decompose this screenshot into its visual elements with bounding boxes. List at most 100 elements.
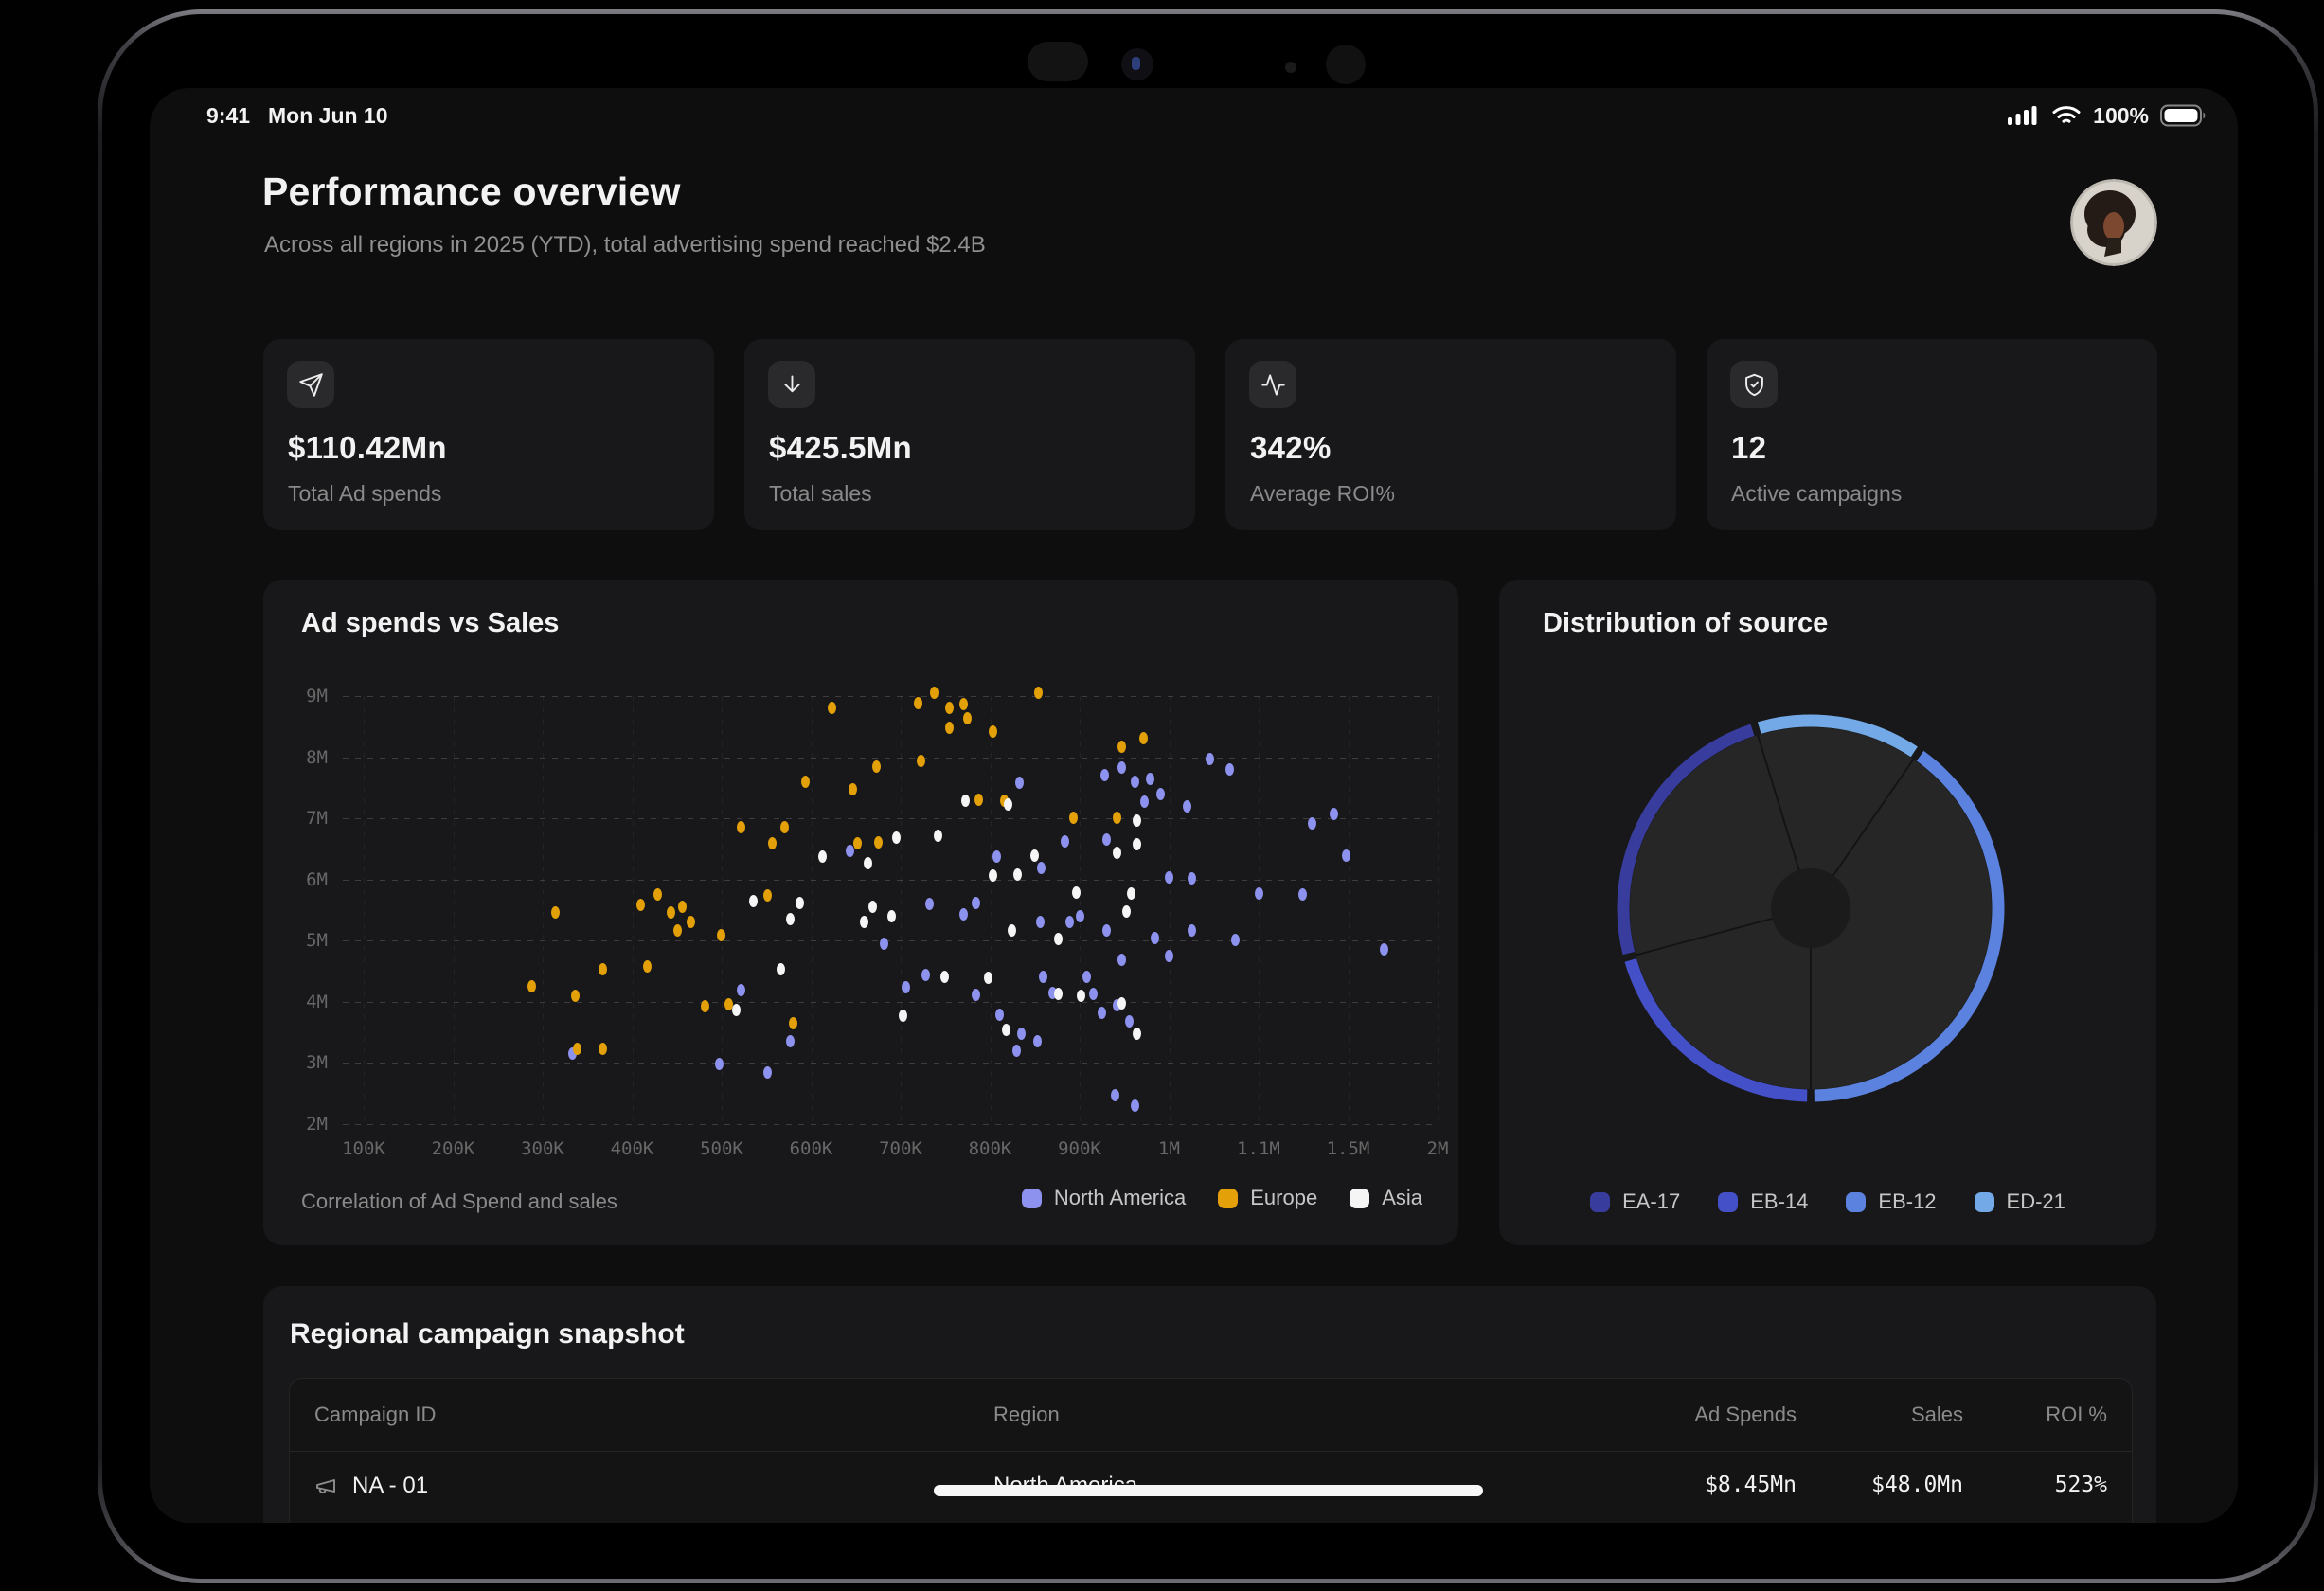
- x-axis-tick: 300K: [521, 1138, 564, 1159]
- scatter-point: [1098, 1006, 1107, 1019]
- stat-label: Total Ad spends: [288, 481, 442, 506]
- scatter-point: [818, 850, 828, 864]
- scatter-point: [1071, 886, 1081, 900]
- page-title: Performance overview: [262, 170, 681, 213]
- x-axis-tick: 200K: [431, 1138, 475, 1159]
- scatter-point: [786, 1034, 796, 1047]
- ambient-sensor-dot: [1285, 62, 1296, 73]
- gridline: [343, 1063, 1438, 1064]
- dashboard-screen: 9:41 Mon Jun 10 100%: [150, 88, 2238, 1523]
- scatter-point: [737, 984, 746, 997]
- y-axis-tick: 7M: [306, 808, 328, 829]
- home-indicator[interactable]: [934, 1485, 1483, 1496]
- scatter-point: [1182, 800, 1191, 813]
- scatter-point: [1003, 798, 1012, 812]
- scatter-point: [1329, 807, 1338, 820]
- scatter-point: [748, 894, 758, 907]
- legend-item-europe[interactable]: Europe: [1218, 1186, 1317, 1210]
- stat-value: 342%: [1250, 430, 1332, 465]
- scatter-point: [963, 711, 973, 724]
- column-header-sales: Sales: [1910, 1403, 1963, 1426]
- scatter-point: [1113, 811, 1122, 824]
- scatter-point: [779, 821, 789, 834]
- stat-card-total-sales[interactable]: $425.5Mn Total sales: [744, 339, 1195, 530]
- scatter-point: [801, 776, 811, 789]
- campaign-id-cell: NA - 01: [352, 1473, 429, 1498]
- scatter-plot-area: 9M 8M 7M 6M 5M 4M 3M 2M 100K 200K 300K 400K 500K 600K…: [263, 580, 1458, 1245]
- gridline: [1259, 696, 1260, 1124]
- scatter-point: [673, 924, 683, 938]
- scatter-point: [1053, 932, 1063, 945]
- scatter-point: [1113, 846, 1122, 859]
- scatter-point: [945, 701, 955, 714]
- scatter-point: [1013, 867, 1023, 881]
- scatter-point: [1121, 905, 1131, 919]
- scatter-point: [1131, 1099, 1140, 1113]
- scatter-point: [700, 999, 709, 1012]
- column-header-roi: ROI %: [2046, 1403, 2107, 1426]
- scatter-point: [1117, 954, 1126, 967]
- scatter-point: [871, 760, 881, 773]
- avatar[interactable]: [2070, 179, 2157, 266]
- legend-item-asia[interactable]: Asia: [1350, 1186, 1422, 1210]
- scatter-point: [1341, 849, 1350, 862]
- scatter-point: [1038, 970, 1047, 983]
- page-subtitle: Across all regions in 2025 (YTD), total …: [264, 232, 986, 258]
- scatter-point: [1308, 817, 1317, 831]
- legend-label: EB-12: [1878, 1189, 1937, 1213]
- scatter-point: [1117, 741, 1126, 754]
- scatter-point: [902, 981, 911, 994]
- scatter-point: [988, 724, 997, 738]
- stat-card-average-roi[interactable]: 342% Average ROI%: [1225, 339, 1676, 530]
- scatter-point: [880, 937, 889, 950]
- scatter-point: [1131, 776, 1140, 789]
- sales-cell: $48.0Mn: [1871, 1473, 1963, 1497]
- legend-item-north-america[interactable]: North America: [1021, 1186, 1186, 1210]
- scatter-point: [1048, 986, 1058, 999]
- y-axis-tick: 3M: [306, 1052, 328, 1073]
- stat-card-active-campaigns[interactable]: 12 Active campaigns: [1707, 339, 2157, 530]
- legend-swatch: [1590, 1191, 1611, 1212]
- scatter-point: [1156, 787, 1166, 800]
- legend-swatch: [1021, 1188, 1042, 1208]
- scatter-point: [1117, 760, 1126, 774]
- scatter-point: [1165, 949, 1173, 962]
- scatter-point: [930, 687, 939, 700]
- gridline: [543, 696, 544, 1124]
- gridline: [453, 696, 455, 1124]
- scatter-point: [724, 997, 734, 1010]
- gridline: [343, 696, 1438, 697]
- scatter-point: [1230, 933, 1240, 946]
- sensor-ring: [1326, 45, 1366, 84]
- legend-item-eb-14[interactable]: EB-14: [1718, 1189, 1808, 1214]
- send-icon: [287, 361, 334, 408]
- donut-chart: [1617, 714, 2005, 1102]
- scatter-point: [853, 836, 863, 849]
- scatter-point: [1035, 916, 1045, 929]
- stat-label: Average ROI%: [1250, 481, 1395, 506]
- legend-swatch: [1350, 1188, 1370, 1208]
- legend-item-ed-21[interactable]: ED-21: [1974, 1189, 2065, 1214]
- y-axis-tick: 6M: [306, 868, 328, 890]
- scatter-point: [924, 897, 934, 910]
- scatter-point: [1101, 833, 1111, 847]
- scatter-point: [992, 850, 1001, 864]
- legend-item-ea-17[interactable]: EA-17: [1590, 1189, 1680, 1214]
- status-time: 9:41: [206, 103, 251, 128]
- scatter-point: [1187, 871, 1196, 885]
- scatter-point: [1140, 796, 1150, 809]
- scatter-point: [666, 905, 675, 919]
- column-header-campaign-id: Campaign ID: [314, 1403, 437, 1426]
- scatter-point: [1138, 732, 1148, 744]
- scatter-point: [1254, 886, 1263, 900]
- scatter-point: [714, 1058, 724, 1071]
- legend-item-eb-12[interactable]: EB-12: [1846, 1189, 1937, 1214]
- scatter-point: [934, 829, 943, 842]
- legend-label: EB-14: [1750, 1189, 1809, 1213]
- stat-card-total-ad-spends[interactable]: $110.42Mn Total Ad spends: [263, 339, 714, 530]
- scatter-point: [917, 754, 926, 767]
- scatter-point: [762, 1065, 772, 1079]
- legend-swatch: [1218, 1188, 1239, 1208]
- x-axis-tick: 1.5M: [1326, 1138, 1370, 1159]
